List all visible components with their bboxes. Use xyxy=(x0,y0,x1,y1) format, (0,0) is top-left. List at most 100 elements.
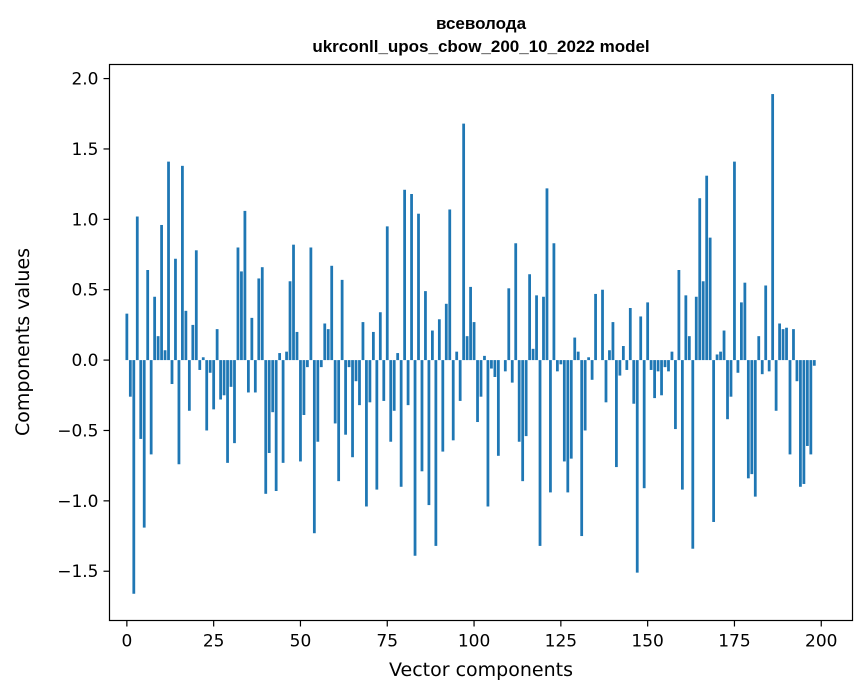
bar xyxy=(809,360,813,455)
bars-group xyxy=(125,94,816,594)
bar xyxy=(580,360,584,537)
bar xyxy=(198,360,202,370)
bar xyxy=(691,360,695,549)
bar xyxy=(146,270,150,361)
bar xyxy=(795,360,799,382)
x-axis: 0 25 50 75 100 125 150 175 200 xyxy=(121,620,837,652)
bar xyxy=(590,360,594,380)
bar xyxy=(514,243,518,361)
bar xyxy=(479,360,483,397)
bar xyxy=(483,355,486,361)
bar xyxy=(215,329,219,361)
bar xyxy=(299,360,302,462)
bar xyxy=(323,323,327,361)
bar xyxy=(316,360,320,442)
y-tick-label: −0.5 xyxy=(57,421,98,441)
bar xyxy=(594,293,597,361)
bar xyxy=(194,250,198,361)
bar xyxy=(253,360,257,393)
bar xyxy=(437,319,441,361)
bar xyxy=(486,360,490,507)
x-tick-label: 0 xyxy=(121,632,132,652)
bar xyxy=(555,360,559,372)
bar xyxy=(524,360,528,437)
bar xyxy=(351,360,354,458)
bar xyxy=(153,296,157,361)
bar xyxy=(455,351,459,361)
bar xyxy=(549,360,552,493)
bar xyxy=(264,360,268,494)
bar xyxy=(621,346,625,361)
y-tick-label: 0.5 xyxy=(71,281,98,301)
bar xyxy=(226,360,229,463)
bar xyxy=(646,302,650,361)
bar xyxy=(757,336,761,361)
bar xyxy=(420,360,424,472)
bar xyxy=(653,360,656,399)
bar xyxy=(517,360,521,442)
bar xyxy=(201,357,205,361)
bar xyxy=(569,360,573,459)
bar xyxy=(385,226,389,361)
bar xyxy=(222,360,226,396)
bar xyxy=(271,360,275,413)
bar xyxy=(812,360,816,366)
bar xyxy=(260,267,264,361)
bar xyxy=(160,224,163,361)
bar xyxy=(476,360,479,423)
bar xyxy=(750,360,754,475)
bar xyxy=(528,274,531,361)
bar xyxy=(760,360,764,375)
bar xyxy=(604,360,608,403)
x-axis-label: Vector components xyxy=(389,659,573,681)
bar xyxy=(649,360,653,370)
y-tick-label: 1.5 xyxy=(71,140,98,160)
bar xyxy=(170,360,174,385)
bar xyxy=(403,189,407,361)
bar xyxy=(698,198,702,361)
bar xyxy=(337,360,341,482)
bar xyxy=(788,360,792,455)
bar xyxy=(542,296,545,361)
bar xyxy=(639,316,643,361)
bar xyxy=(726,360,729,420)
bar xyxy=(507,288,511,361)
bar xyxy=(625,360,629,370)
bar xyxy=(434,360,438,546)
x-tick-label: 50 xyxy=(290,632,312,652)
y-tick-label: −1.5 xyxy=(57,562,98,582)
bar xyxy=(295,331,299,361)
bar xyxy=(167,161,170,361)
bar xyxy=(396,353,400,361)
bar xyxy=(677,270,681,361)
bar xyxy=(306,360,309,368)
bar xyxy=(406,360,410,406)
bar xyxy=(740,302,743,361)
bar xyxy=(535,295,538,361)
chart-title-line1: всеволода xyxy=(436,14,527,33)
bar xyxy=(781,329,785,361)
bar xyxy=(246,360,250,393)
bar xyxy=(139,360,143,439)
bar xyxy=(733,161,736,361)
bar xyxy=(128,360,132,397)
bar xyxy=(778,323,781,361)
bar xyxy=(288,281,292,361)
bar xyxy=(330,265,334,361)
x-tick-label: 125 xyxy=(545,632,577,652)
bar xyxy=(573,337,577,361)
bar xyxy=(208,360,212,373)
bar xyxy=(135,216,139,361)
bar xyxy=(424,291,427,361)
bar xyxy=(410,193,413,361)
x-tick-label: 175 xyxy=(718,632,750,652)
bar xyxy=(340,279,344,361)
bar xyxy=(413,360,417,556)
bar xyxy=(125,313,129,361)
bar xyxy=(462,123,466,361)
bar xyxy=(389,360,393,442)
bar xyxy=(764,285,768,361)
plot-frame xyxy=(108,63,854,622)
bar xyxy=(281,360,285,463)
bar xyxy=(177,360,181,465)
